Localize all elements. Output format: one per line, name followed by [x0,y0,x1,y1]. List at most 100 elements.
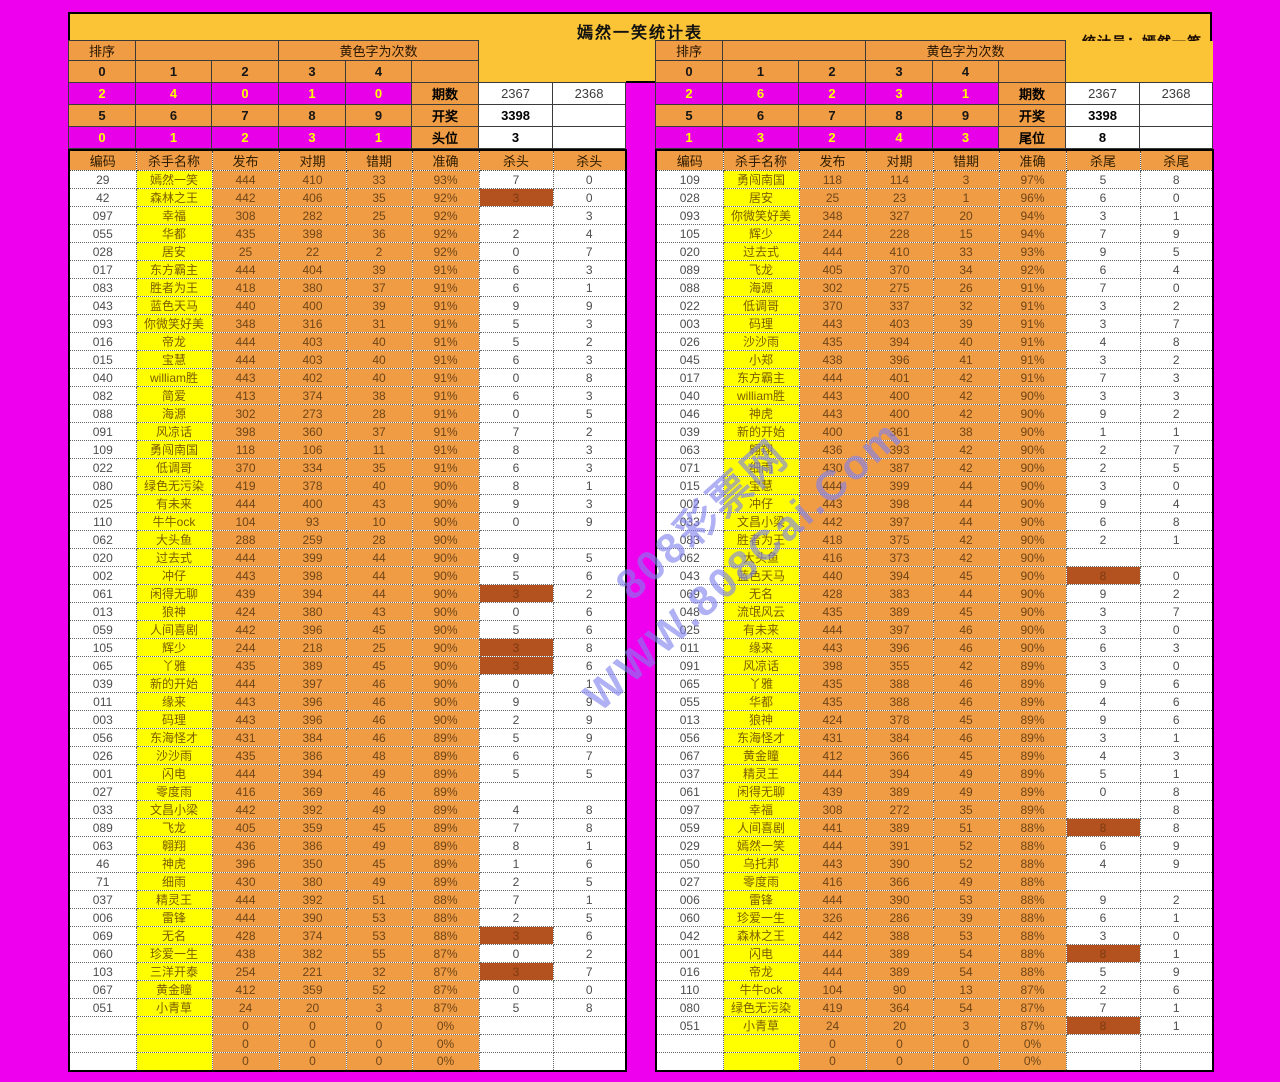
kill-cell [1065,548,1141,567]
kill-cell: 1 [1139,998,1214,1017]
code-cell: 29 [68,170,137,189]
published-cell: 418 [798,530,867,549]
hit-cell: 388 [865,692,934,711]
period-label: 期数 [997,82,1067,105]
code-cell: 001 [655,944,724,963]
accuracy-cell: 91% [998,314,1067,333]
miss-cell: 39 [345,260,413,279]
name-cell: 码理 [135,710,213,729]
name-cell: 无名 [135,926,213,945]
hit-cell: 402 [278,368,347,387]
hit-cell: 375 [865,530,934,549]
kill-cell: 3 [1065,296,1141,315]
hit-cell: 396 [865,638,934,657]
hit-cell: 397 [865,512,934,531]
published-cell: 440 [211,296,280,315]
count-digit-cell: 4 [865,126,933,149]
table-row: 056 东海怪才 431 384 46 89% 3 1 [655,728,1214,747]
kill-cell: 5 [552,548,627,567]
name-cell: 珍爱一生 [135,944,213,963]
kill-cell: 3 [1065,314,1141,333]
miss-cell: 3 [932,170,1000,189]
table-row: 062 大头鱼 288 259 28 90% [68,530,627,549]
accuracy-cell: 90% [998,602,1067,621]
code-cell: 059 [655,818,724,837]
code-cell: 089 [68,818,137,837]
code-cell: 040 [655,386,724,405]
name-cell: 飞龙 [722,260,800,279]
published-cell: 24 [211,998,280,1017]
name-cell: 帝龙 [135,332,213,351]
name-cell: 勇闯南国 [135,440,213,459]
name-cell: 新的开始 [135,674,213,693]
name-cell: 冲仔 [722,494,800,513]
table-row: 002 冲仔 443 398 44 90% 9 4 [655,494,1214,513]
kill-cell: 1 [552,674,627,693]
miss-cell: 25 [345,638,413,657]
miss-cell: 45 [345,620,413,639]
rank-digit-cell: 1 [722,60,799,83]
kill-cell: 6 [552,854,627,873]
name-cell: 细雨 [722,458,800,477]
hit-cell: 390 [278,908,347,927]
published-cell: 370 [211,458,280,477]
name-cell: 人间喜剧 [722,818,800,837]
hit-cell: 388 [865,674,934,693]
code-cell: 061 [68,584,137,603]
accuracy-cell: 87% [411,998,480,1017]
column-header: 杀手名称 [135,149,213,171]
position-value: 8 [1065,126,1141,149]
code-cell: 011 [68,692,137,711]
accuracy-cell: 91% [998,350,1067,369]
name-cell: 蓝色天马 [722,566,800,585]
hit-cell: 374 [278,386,347,405]
table-row: 051 小青草 24 20 3 87% 8 1 [655,1016,1214,1035]
published-cell: 436 [798,440,867,459]
miss-cell: 46 [345,674,413,693]
kill-cell [478,530,554,549]
code-cell: 029 [655,836,724,855]
miss-cell: 44 [345,584,413,603]
kill-cell: 6 [1139,674,1214,693]
miss-cell: 0 [345,1034,413,1053]
miss-cell: 45 [932,710,1000,729]
accuracy-cell: 90% [998,638,1067,657]
hit-cell: 388 [865,926,934,945]
name-cell: 飞龙 [135,818,213,837]
kill-cell: 9 [552,692,627,711]
miss-cell: 45 [345,818,413,837]
kill-cell [552,1034,627,1053]
table-row: 002 冲仔 443 398 44 90% 5 6 [68,566,627,585]
accuracy-cell: 92% [411,224,480,243]
accuracy-cell: 88% [998,854,1067,873]
hit-cell: 383 [865,584,934,603]
accuracy-cell: 87% [411,962,480,981]
miss-cell: 33 [345,170,413,189]
code-cell: 017 [68,260,137,279]
table-row: 0 0 0 0% [655,1052,1214,1071]
name-cell: 华都 [722,692,800,711]
miss-cell: 2 [345,242,413,261]
miss-cell: 53 [345,926,413,945]
gold-filler [478,40,626,61]
published-cell: 428 [211,926,280,945]
published-cell: 443 [211,566,280,585]
name-cell: 宝慧 [722,476,800,495]
code-cell: 088 [68,404,137,423]
blank-cell [552,126,627,149]
accuracy-cell: 90% [411,692,480,711]
name-cell: 胜者为王 [722,530,800,549]
table-row: 069 无名 428 383 44 90% 9 2 [655,584,1214,603]
accuracy-cell: 91% [411,278,480,297]
kill-cell: 5 [478,620,554,639]
table-row: 039 新的开始 444 397 46 90% 0 1 [68,674,627,693]
table-row: 001 闪电 444 389 54 88% 8 1 [655,944,1214,963]
published-cell: 442 [211,188,280,207]
table-row: 006 雷锋 444 390 53 88% 9 2 [655,890,1214,909]
published-cell: 443 [798,854,867,873]
hit-cell: 90 [865,980,934,999]
code-cell: 067 [68,980,137,999]
hit-cell: 400 [865,386,934,405]
count-digit-cell: 3 [932,126,999,149]
kill-cell: 1 [1139,728,1214,747]
